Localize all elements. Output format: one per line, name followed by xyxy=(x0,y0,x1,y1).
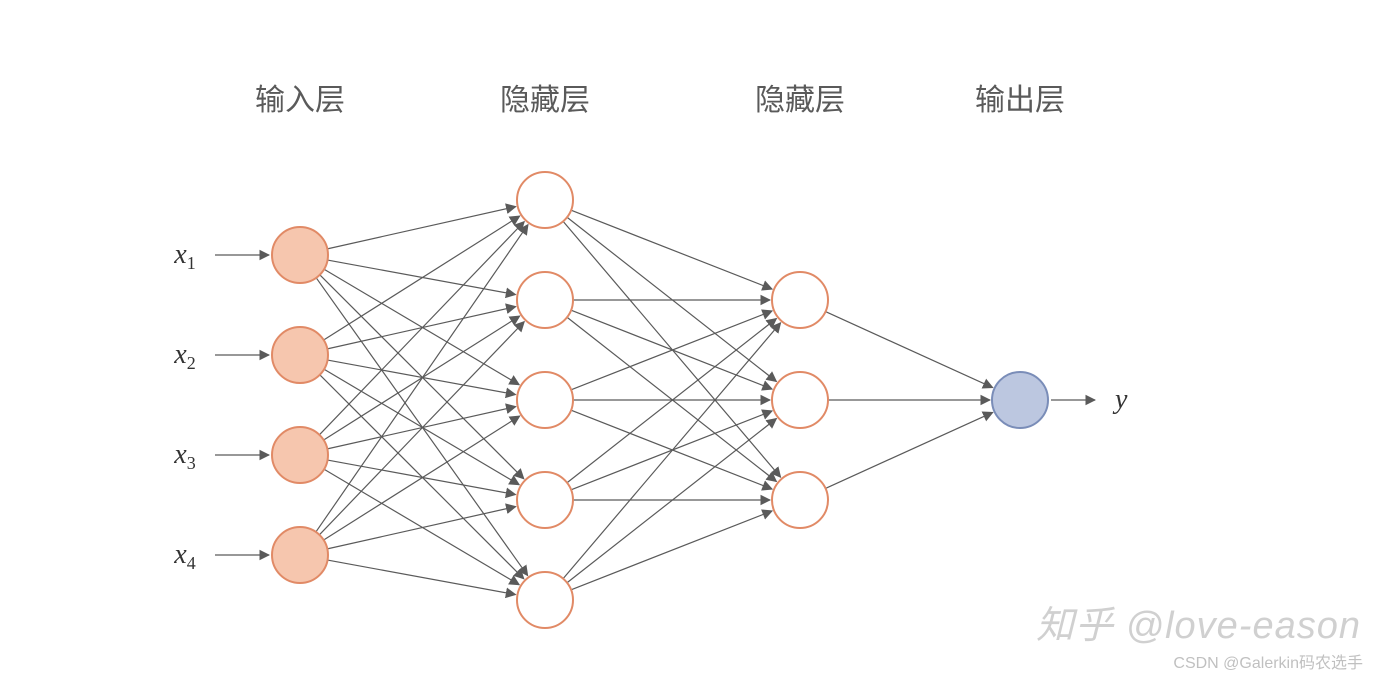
edge xyxy=(571,311,772,390)
edge xyxy=(319,222,524,435)
node-input-3 xyxy=(272,527,328,583)
input-var-label: x2 xyxy=(173,339,195,373)
input-var-label: x4 xyxy=(173,539,195,573)
edge xyxy=(327,207,515,249)
input-var-label: x3 xyxy=(173,439,195,473)
layer-label-hidden1: 隐藏层 xyxy=(500,84,590,117)
node-hidden1-0 xyxy=(517,172,573,228)
edge xyxy=(571,210,772,289)
edge xyxy=(571,511,772,590)
node-input-2 xyxy=(272,427,328,483)
edge xyxy=(563,323,780,579)
input-var-label: x1 xyxy=(173,239,195,273)
node-input-0 xyxy=(272,227,328,283)
neural-network-diagram: 输入层 隐藏层 隐藏层 输出层 x1 x2 x3 x4 y xyxy=(0,0,1381,681)
node-hidden2-2 xyxy=(772,472,828,528)
node-hidden1-4 xyxy=(517,572,573,628)
edge xyxy=(316,225,528,532)
layer-label-input: 输入层 xyxy=(255,84,345,117)
layer-label-hidden2: 隐藏层 xyxy=(755,84,845,117)
layer-label-output: 输出层 xyxy=(975,84,1065,117)
edge xyxy=(324,469,519,584)
node-hidden1-3 xyxy=(517,472,573,528)
edge xyxy=(319,322,524,535)
edge xyxy=(571,310,772,389)
edge xyxy=(324,269,519,384)
edges-group xyxy=(215,207,1095,595)
watermark-zhihu: 知乎 @love-eason xyxy=(1036,594,1361,649)
edge xyxy=(324,216,520,340)
node-output-0 xyxy=(992,372,1048,428)
edge xyxy=(567,217,776,381)
edge xyxy=(825,412,992,488)
node-input-1 xyxy=(272,327,328,383)
edge xyxy=(328,260,516,295)
node-hidden1-1 xyxy=(517,272,573,328)
output-var-label: y xyxy=(1112,384,1128,415)
watermark-csdn: CSDN @Galerkin码农选手 xyxy=(1173,649,1363,673)
node-hidden2-0 xyxy=(772,272,828,328)
edge xyxy=(567,419,776,583)
edge xyxy=(825,312,992,388)
edge xyxy=(571,410,772,489)
node-hidden1-2 xyxy=(517,372,573,428)
edge xyxy=(324,369,519,484)
edge xyxy=(567,319,776,483)
edge xyxy=(567,317,776,481)
node-hidden2-1 xyxy=(772,372,828,428)
